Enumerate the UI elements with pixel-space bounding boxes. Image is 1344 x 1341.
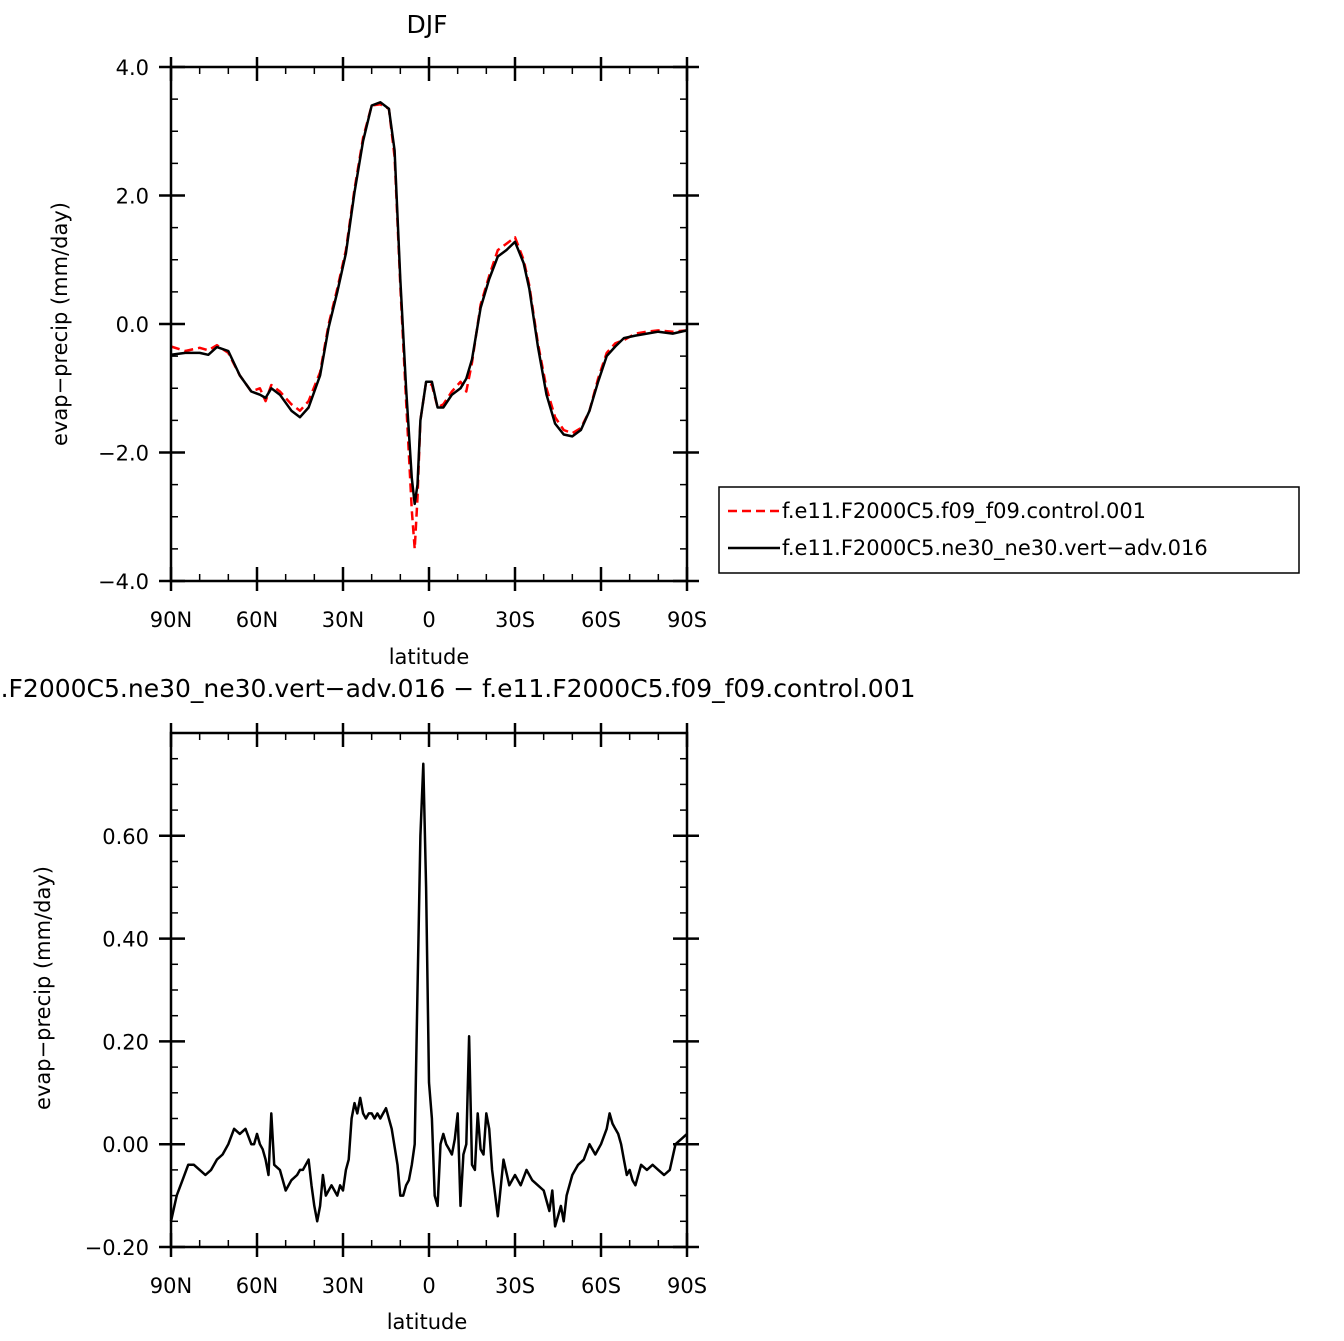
legend-label-control: f.e11.F2000C5.f09_f09.control.001 xyxy=(782,499,1146,524)
top-ticks-group: 90N 60N 30N 0 30S 60S 90S −4.0 −2.0 0.0 2.0 4.0 xyxy=(98,56,707,632)
legend-box xyxy=(718,486,1300,574)
bottom-x-tick-label: 90N xyxy=(150,1274,192,1298)
bottom-chart-title: f.e11.F2000C5.ne30_ne30.vert−adv.016 − f… xyxy=(0,674,916,703)
bottom-x-tick-label: 30S xyxy=(495,1274,535,1298)
bottom-x-tick-label: 30N xyxy=(322,1274,364,1298)
top-panel: DJF 90N 60N 30N 0 30S 60S 90S −4.0 −2.0 0.0 2.0 4.0… xyxy=(48,10,1300,669)
top-x-tick-label: 60N xyxy=(236,608,278,632)
top-x-tick-label: 30N xyxy=(322,608,364,632)
bottom-x-tick-label: 60N xyxy=(236,1274,278,1298)
bottom-panel: f.e11.F2000C5.ne30_ne30.vert−adv.016 − f… xyxy=(0,674,916,1334)
top-x-axis-label: latitude xyxy=(389,645,470,669)
top-series-line-1 xyxy=(170,103,688,551)
top-x-tick-label: 60S xyxy=(581,608,621,632)
bottom-y-axis-label: evap−precip (mm/day) xyxy=(31,866,55,1110)
bottom-x-axis-label: latitude xyxy=(387,1310,468,1334)
top-y-tick-label: 2.0 xyxy=(116,185,149,209)
top-x-tick-label: 0 xyxy=(422,608,435,632)
bottom-series-line-1 xyxy=(169,762,688,1228)
legend-label-vert-adv: f.e11.F2000C5.ne30_ne30.vert−adv.016 xyxy=(782,536,1208,561)
bottom-x-tick-label: 90S xyxy=(667,1274,707,1298)
top-series-group xyxy=(170,101,688,551)
bottom-y-tick-label: 0.20 xyxy=(102,1030,149,1054)
top-chart-title: DJF xyxy=(406,10,447,39)
top-x-tick-label: 90S xyxy=(667,608,707,632)
bottom-ticks-group: 90N 60N 30N 0 30S 60S 90S −0.20 0.00 0.20 0.40 0.60 xyxy=(85,723,707,1298)
bottom-x-tick-label: 0 xyxy=(422,1274,435,1298)
bottom-y-tick-label: 0.60 xyxy=(102,825,149,849)
top-plot-frame xyxy=(169,65,689,583)
top-y-tick-label: 4.0 xyxy=(116,56,149,80)
top-y-tick-label: −2.0 xyxy=(98,442,149,466)
bottom-y-tick-label: −0.20 xyxy=(85,1236,149,1260)
bottom-x-tick-label: 60S xyxy=(581,1274,621,1298)
top-y-tick-label: −4.0 xyxy=(98,570,149,594)
bottom-series-group xyxy=(169,762,688,1228)
top-y-tick-label: 0.0 xyxy=(116,313,149,337)
bottom-y-tick-label: 0.40 xyxy=(102,928,149,952)
legend: f.e11.F2000C5.f09_f09.control.001 f.e11.… xyxy=(718,486,1300,574)
bottom-y-tick-label: 0.00 xyxy=(102,1133,149,1157)
top-y-axis-label: evap−precip (mm/day) xyxy=(48,202,72,446)
bottom-plot-frame xyxy=(169,731,689,1249)
top-series-line-2 xyxy=(170,101,688,506)
top-x-tick-label: 90N xyxy=(150,608,192,632)
top-x-tick-label: 30S xyxy=(495,608,535,632)
